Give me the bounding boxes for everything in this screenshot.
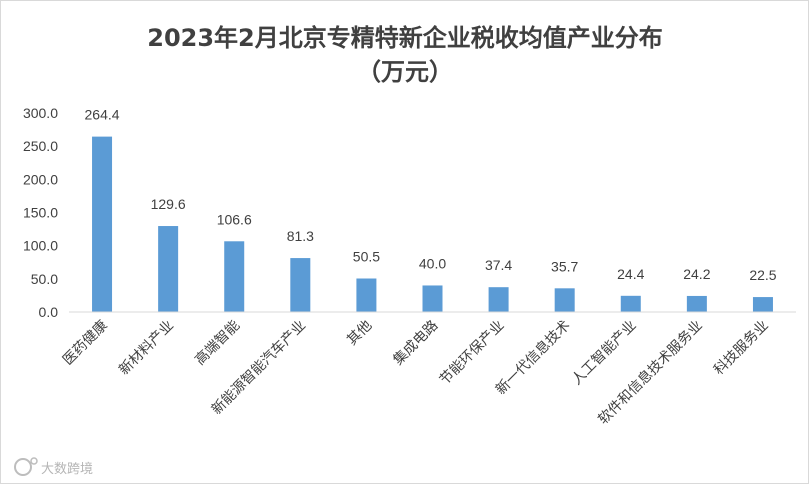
bar [356,278,377,312]
bar [554,288,575,312]
bar [620,295,641,312]
bar-value-label: 24.2 [683,266,710,282]
y-tick-label: 150.0 [23,205,58,221]
bar [422,285,443,312]
bar-value-label: 129.6 [151,196,186,212]
ip-logo-icon [14,457,38,476]
bar-value-label: 37.4 [485,257,512,273]
bar-value-label: 81.3 [287,228,314,244]
category-label: 节能环保产业 [437,318,508,389]
bar [488,287,509,312]
chart-title: 2023年2月北京专精特新企业税收均值产业分布 [147,24,663,52]
y-tick-label: 300.0 [23,105,58,121]
y-tick-label: 250.0 [23,138,58,154]
category-label: 其他 [344,318,375,349]
bar-value-label: 24.4 [617,266,644,282]
category-label: 新材料产业 [116,318,177,379]
bar-value-label: 106.6 [217,211,252,227]
y-tick-label: 100.0 [23,238,58,254]
watermark-text: 大数跨境 [41,462,93,477]
watermark: 大数跨境 [14,457,93,477]
y-tick-label: 0.0 [39,304,59,320]
bar [290,258,311,312]
bar-value-label: 40.0 [419,255,446,271]
y-tick-label: 50.0 [31,271,58,287]
bars-group [92,136,773,312]
category-label: 科技服务业 [711,318,772,379]
chart-subtitle: （万元） [357,58,453,86]
category-label: 医药健康 [59,317,111,369]
category-label: 高端智能 [191,317,243,369]
category-label: 集成电路 [390,317,442,369]
bar-value-label: 22.5 [749,267,776,283]
bar-value-label: 50.5 [353,249,380,265]
bar [158,226,179,312]
bar [686,295,707,312]
bar [224,241,245,312]
value-labels-group: 264.4 129.6 106.6 81.3 50.5 40.0 37.4 35.7 24.4 2… [85,107,777,283]
bar-value-label: 264.4 [85,107,120,123]
y-tick-label: 200.0 [23,171,58,187]
y-axis: 0.0 50.0 100.0 150.0 200.0 250.0 300.0 [23,105,58,320]
bar-value-label: 35.7 [551,258,578,274]
bar [92,136,113,312]
category-label: 人工智能产业 [569,318,640,389]
bar [752,297,773,312]
